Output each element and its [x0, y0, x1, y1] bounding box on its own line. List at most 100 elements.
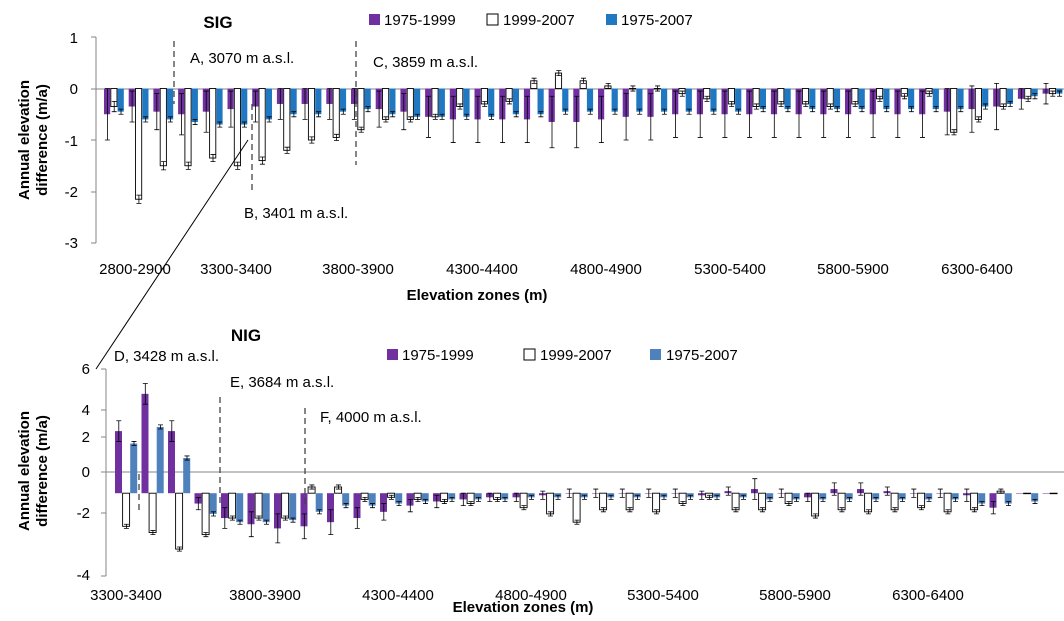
error-bar — [111, 100, 117, 113]
bar-3 — [395, 493, 403, 504]
sig-x-tick-labels: 2800-2900 3300-3400 3800-3900 4300-4400 … — [99, 261, 1013, 278]
error-bar — [865, 509, 871, 515]
error-bar — [358, 126, 364, 133]
sig-legend-swatch-2 — [486, 13, 499, 26]
nig-legend-label-2: 1999-2007 — [540, 347, 612, 364]
bar-3 — [932, 88, 939, 110]
sig-title: SIG — [203, 13, 232, 32]
nig-ytick-label: -4 — [77, 567, 90, 584]
error-bar — [203, 90, 209, 133]
bar-2 — [201, 492, 210, 536]
error-bar — [154, 93, 160, 131]
error-bar — [778, 488, 784, 498]
error-bar — [482, 100, 488, 107]
error-bar — [794, 496, 799, 502]
error-bar — [619, 488, 625, 498]
bar-3 — [289, 493, 297, 521]
bar-2 — [254, 492, 263, 519]
error-bar — [185, 161, 191, 170]
error-bar — [203, 532, 209, 538]
error-bar — [828, 103, 833, 110]
error-bar — [810, 106, 816, 113]
error-bar — [725, 486, 731, 496]
error-bar — [653, 509, 659, 515]
error-bar — [786, 501, 792, 507]
error-bar — [316, 111, 322, 118]
error-bar — [778, 100, 784, 107]
bar-1 — [1042, 493, 1050, 494]
error-bar — [752, 478, 758, 500]
error-bar — [423, 499, 428, 504]
bar-3 — [414, 88, 421, 117]
bar-2 — [184, 88, 192, 167]
error-bar — [655, 85, 661, 92]
error-bar — [176, 546, 182, 552]
error-bar — [926, 496, 932, 502]
error-bar — [1050, 90, 1056, 97]
bar-3 — [191, 88, 198, 122]
nig-annotation-e: E, 3684 m a.s.l. — [230, 374, 334, 391]
error-bar — [785, 106, 791, 113]
error-bar — [547, 511, 553, 517]
bar-3 — [845, 493, 853, 500]
error-bar — [958, 106, 964, 113]
error-bar — [704, 95, 710, 102]
bar-3 — [339, 88, 347, 112]
error-bar — [158, 424, 163, 430]
error-bar — [253, 90, 259, 123]
bar-3 — [216, 88, 223, 125]
error-bar — [953, 496, 958, 502]
nig-xtick-label: 3800-3900 — [229, 587, 301, 604]
error-bar — [390, 111, 396, 118]
error-bar — [317, 509, 322, 515]
bar-2 — [122, 492, 131, 527]
error-bar — [464, 113, 470, 120]
error-bar — [228, 90, 234, 128]
error-bar — [747, 90, 753, 138]
bar-3 — [142, 88, 149, 120]
bar-3 — [908, 88, 915, 110]
error-bar — [598, 95, 604, 143]
error-bar — [408, 116, 414, 123]
bar-3 — [262, 493, 270, 523]
error-bar — [538, 111, 544, 118]
bar-2 — [209, 88, 217, 159]
error-bar — [587, 108, 593, 115]
error-bar — [566, 488, 572, 498]
error-bar — [672, 488, 678, 498]
error-bar — [266, 116, 272, 123]
bar-2 — [652, 492, 661, 513]
error-bar — [951, 129, 957, 136]
sig-legend-swatch-3 — [606, 14, 617, 25]
bar-3 — [315, 88, 322, 115]
nig-xtick-label: 3300-3400 — [90, 587, 162, 604]
error-bar — [821, 90, 827, 138]
bar-2 — [974, 88, 982, 120]
error-bar — [116, 420, 122, 442]
error-bar — [136, 194, 142, 204]
error-bar — [450, 95, 456, 143]
error-bar — [637, 108, 643, 115]
bar-3 — [661, 88, 668, 112]
nig-legend-label-1: 1975-1999 — [402, 347, 474, 364]
error-bar — [582, 494, 587, 500]
error-bar — [524, 95, 530, 143]
error-bar — [301, 513, 307, 540]
error-bar — [396, 501, 402, 507]
nig-legend-swatch-1 — [387, 349, 398, 360]
error-bar — [741, 494, 746, 500]
error-bar — [284, 146, 290, 154]
nig-y-axis-title-line2: difference (m/a) — [34, 415, 51, 527]
error-bar — [500, 95, 506, 143]
bar-3 — [710, 88, 717, 112]
bar-2 — [970, 492, 979, 511]
bar-2 — [382, 88, 390, 120]
error-bar — [376, 90, 382, 128]
bar-2 — [731, 492, 740, 511]
error-bar — [796, 90, 802, 138]
error-bar — [729, 100, 735, 107]
error-bar — [805, 492, 811, 502]
error-bar — [680, 501, 686, 507]
error-bar — [900, 496, 905, 502]
